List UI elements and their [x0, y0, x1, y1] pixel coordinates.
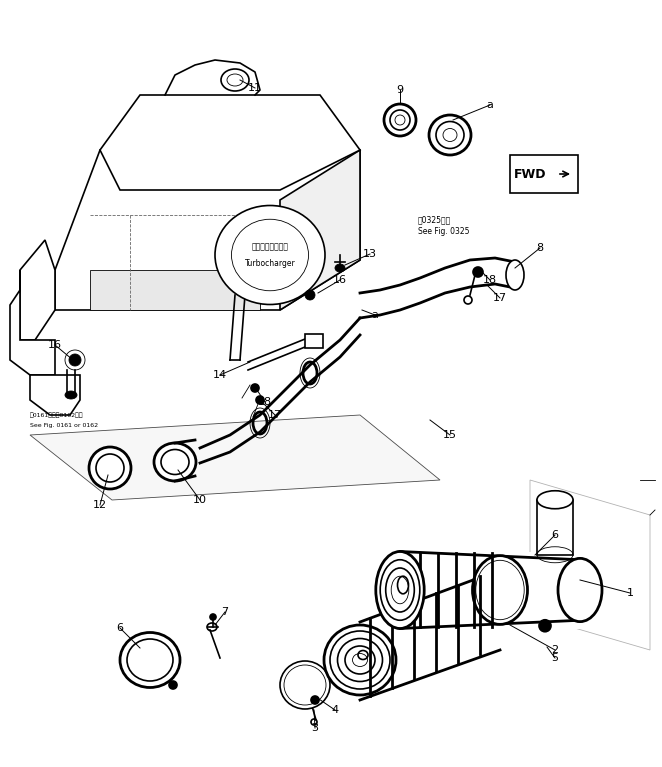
- Text: 9: 9: [397, 85, 404, 95]
- Polygon shape: [55, 150, 360, 310]
- Text: a: a: [487, 100, 493, 110]
- Text: 6: 6: [117, 623, 124, 633]
- Text: 13: 13: [363, 249, 377, 259]
- Text: 図0161または0162参照: 図0161または0162参照: [30, 412, 83, 418]
- Ellipse shape: [324, 625, 396, 695]
- Ellipse shape: [539, 620, 551, 632]
- Ellipse shape: [280, 661, 330, 709]
- Ellipse shape: [558, 558, 602, 621]
- Text: See Fig. 0325: See Fig. 0325: [418, 228, 469, 236]
- Ellipse shape: [120, 633, 180, 687]
- Text: 8: 8: [536, 243, 544, 253]
- Text: Turbocharger: Turbocharger: [245, 258, 295, 268]
- Ellipse shape: [311, 696, 319, 704]
- Polygon shape: [20, 240, 55, 340]
- Text: 3: 3: [312, 723, 318, 733]
- Text: 6: 6: [551, 530, 559, 540]
- Text: 18: 18: [483, 275, 497, 285]
- Text: 4: 4: [332, 705, 338, 715]
- Ellipse shape: [376, 551, 424, 628]
- Ellipse shape: [69, 354, 81, 366]
- Ellipse shape: [256, 396, 264, 404]
- Text: 11: 11: [248, 83, 262, 93]
- Ellipse shape: [251, 384, 259, 392]
- Ellipse shape: [89, 447, 131, 489]
- Ellipse shape: [429, 115, 471, 155]
- Polygon shape: [280, 150, 360, 310]
- Polygon shape: [100, 95, 360, 190]
- Bar: [510, 155, 578, 193]
- Ellipse shape: [335, 264, 345, 272]
- Ellipse shape: [221, 69, 249, 91]
- Text: 2: 2: [551, 645, 559, 655]
- Text: 10: 10: [193, 495, 207, 505]
- Polygon shape: [530, 480, 650, 650]
- Text: 16: 16: [48, 340, 62, 350]
- Ellipse shape: [384, 104, 416, 136]
- Text: ターボチャージャ: ターボチャージャ: [252, 242, 289, 252]
- Text: 16: 16: [333, 275, 347, 285]
- Ellipse shape: [210, 614, 216, 620]
- Ellipse shape: [473, 267, 483, 277]
- Text: a: a: [371, 310, 379, 320]
- Ellipse shape: [215, 206, 325, 304]
- Bar: [537, 500, 573, 555]
- Ellipse shape: [65, 391, 77, 399]
- Text: 15: 15: [443, 430, 457, 440]
- Text: 18: 18: [258, 397, 272, 407]
- Bar: [400, 551, 580, 628]
- Text: FWD: FWD: [514, 167, 546, 180]
- Text: See Fig. 0161 or 0162: See Fig. 0161 or 0162: [30, 423, 98, 429]
- Text: 5: 5: [551, 653, 559, 663]
- Bar: [305, 334, 323, 348]
- Polygon shape: [90, 270, 260, 310]
- Polygon shape: [30, 415, 440, 500]
- Text: 17: 17: [493, 293, 507, 303]
- Text: 図0325参照: 図0325参照: [418, 216, 451, 225]
- Ellipse shape: [473, 555, 528, 624]
- Ellipse shape: [169, 681, 177, 689]
- Text: 17: 17: [268, 410, 282, 420]
- Text: 7: 7: [221, 607, 228, 617]
- Text: 12: 12: [93, 500, 107, 510]
- Ellipse shape: [305, 290, 315, 300]
- Ellipse shape: [537, 491, 573, 509]
- Polygon shape: [10, 270, 55, 375]
- Text: 1: 1: [626, 588, 634, 598]
- Ellipse shape: [506, 260, 524, 290]
- Polygon shape: [30, 375, 80, 415]
- Ellipse shape: [154, 443, 196, 481]
- Text: 14: 14: [213, 370, 227, 380]
